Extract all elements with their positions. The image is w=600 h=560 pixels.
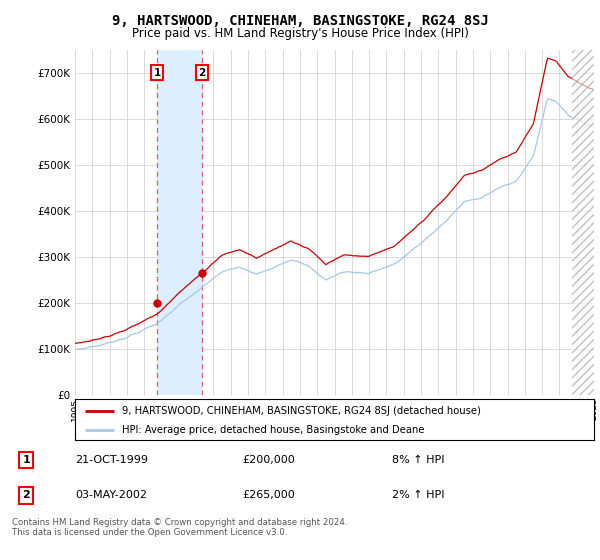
Bar (572, 50, 594, 395)
Text: 1: 1 (23, 455, 30, 465)
Text: 2: 2 (23, 491, 30, 501)
Text: Contains HM Land Registry data © Crown copyright and database right 2024.
This d: Contains HM Land Registry data © Crown c… (12, 518, 347, 538)
Text: £265,000: £265,000 (242, 491, 295, 501)
Text: HPI: Average price, detached house, Basingstoke and Deane: HPI: Average price, detached house, Basi… (122, 424, 424, 435)
Text: 2% ↑ HPI: 2% ↑ HPI (392, 491, 445, 501)
Text: 21-OCT-1999: 21-OCT-1999 (76, 455, 148, 465)
Text: 8% ↑ HPI: 8% ↑ HPI (392, 455, 445, 465)
Text: 1: 1 (154, 68, 161, 78)
Text: Price paid vs. HM Land Registry's House Price Index (HPI): Price paid vs. HM Land Registry's House … (131, 27, 469, 40)
Text: 9, HARTSWOOD, CHINEHAM, BASINGSTOKE, RG24 8SJ: 9, HARTSWOOD, CHINEHAM, BASINGSTOKE, RG2… (112, 14, 488, 28)
Text: £200,000: £200,000 (242, 455, 295, 465)
Bar (157, 50, 202, 395)
Text: 03-MAY-2002: 03-MAY-2002 (76, 491, 148, 501)
Text: 2: 2 (198, 68, 205, 78)
Text: 9, HARTSWOOD, CHINEHAM, BASINGSTOKE, RG24 8SJ (detached house): 9, HARTSWOOD, CHINEHAM, BASINGSTOKE, RG2… (122, 405, 481, 416)
